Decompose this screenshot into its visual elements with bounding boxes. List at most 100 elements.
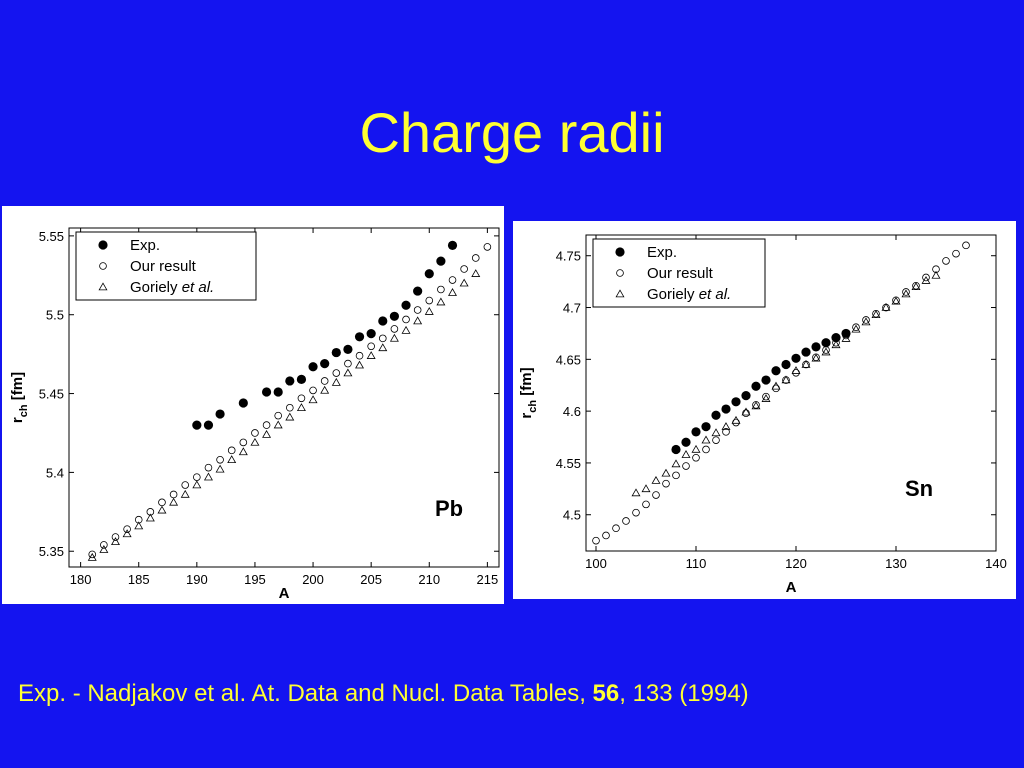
pb-point-open-circle xyxy=(100,541,108,549)
pb-point-open-circle xyxy=(437,285,445,294)
pb-x-tick-label: 210 xyxy=(418,572,440,587)
sn-chart: 100 110 120 130 140 4.5 4.55 4.6 4.65 4.7 4.75 Arch… xyxy=(518,234,1007,596)
sn-point-open-circle xyxy=(902,288,910,296)
pb-point-open-circle xyxy=(355,351,364,360)
pb-x-tick-label: 215 xyxy=(477,572,499,587)
pb-point-open-triangle xyxy=(169,497,179,506)
sn-legend-label: Goriely et al. xyxy=(647,286,731,303)
pb-point-open-circle xyxy=(378,334,387,343)
sn-point-open-triangle xyxy=(741,407,751,416)
pb-point-open-circle xyxy=(274,411,282,420)
pb-point-open-circle xyxy=(88,550,97,559)
sn-point-open-circle xyxy=(942,257,950,265)
sn-point-open-circle xyxy=(592,536,600,545)
pb-chart: 180 185 190 195 200 205 210 215 5.35 5.4 5.45 5.5 5.… xyxy=(9,227,500,602)
pb-point-open-triangle xyxy=(320,385,330,394)
pb-point-open-triangle xyxy=(157,505,167,514)
sn-point-filled-circle xyxy=(801,347,811,357)
pb-point-open-circle xyxy=(309,386,317,395)
pb-point-open-circle xyxy=(425,296,434,305)
pb-point-filled-circle xyxy=(401,300,411,310)
sn-x-tick-label: 110 xyxy=(686,556,707,571)
pb-point-filled-circle xyxy=(354,332,365,342)
sn-point-open-circle xyxy=(822,346,830,354)
sn-point-open-circle xyxy=(862,316,870,324)
sn-point-open-triangle xyxy=(891,296,901,305)
pb-point-open-triangle xyxy=(296,403,306,411)
pb-point-filled-circle xyxy=(296,374,307,384)
pb-point-open-circle xyxy=(193,473,201,481)
pb-y-tick-label: 5.55 xyxy=(39,229,64,244)
pb-point-open-circle xyxy=(158,498,166,507)
sn-point-open-triangle xyxy=(911,282,921,291)
sn-point-open-triangle xyxy=(711,428,721,437)
pb-x-tick-label: 185 xyxy=(128,572,150,587)
sn-y-tick-label: 4.7 xyxy=(563,301,581,316)
sn-point-filled-circle xyxy=(721,404,731,414)
sn-point-open-triangle xyxy=(811,353,821,362)
sn-point-open-triangle xyxy=(921,275,931,284)
pb-point-filled-circle xyxy=(413,286,423,296)
reference-text: Exp. - Nadjakov et al. At. Data and Nucl… xyxy=(18,680,593,707)
pb-point-filled-circle xyxy=(424,269,434,279)
sn-point-open-triangle xyxy=(931,270,941,279)
pb-x-tick-label: 200 xyxy=(302,572,324,587)
sn-point-open-circle xyxy=(712,436,720,444)
pb-legend-marker xyxy=(98,282,108,291)
pb-point-open-triangle xyxy=(192,480,202,489)
reference-volume: 56 xyxy=(592,680,620,707)
pb-x-tick-label: 180 xyxy=(70,572,92,587)
pb-point-open-circle xyxy=(123,525,131,533)
pb-point-filled-circle xyxy=(436,256,446,266)
pb-point-open-triangle xyxy=(238,447,248,456)
pb-point-open-triangle xyxy=(366,351,376,359)
pb-point-open-triangle xyxy=(122,529,132,538)
sn-point-filled-circle xyxy=(761,375,771,385)
pb-point-filled-circle xyxy=(261,387,272,397)
pb-series-open-triangle xyxy=(87,269,481,561)
sn-point-open-circle xyxy=(632,508,640,517)
pb-point-open-circle xyxy=(402,315,410,324)
sn-y-tick-label: 4.6 xyxy=(563,404,581,419)
reference-pages-year: , 133 (1994) xyxy=(619,680,749,707)
pb-x-tick-label: 190 xyxy=(186,572,208,587)
sn-point-open-triangle xyxy=(761,394,771,402)
sn-point-open-triangle xyxy=(661,468,671,477)
pb-point-open-triangle xyxy=(378,343,388,352)
pb-legend-marker xyxy=(98,240,108,250)
pb-point-open-triangle xyxy=(110,537,120,546)
pb-point-open-triangle xyxy=(343,368,353,377)
sn-y-tick-label: 4.75 xyxy=(556,249,581,264)
slide-title: Charge radii xyxy=(359,101,665,164)
pb-point-open-triangle xyxy=(227,455,237,464)
sn-point-open-circle xyxy=(692,453,700,462)
pb-series-filled-circle xyxy=(192,240,458,430)
pb-x-tick-label: 205 xyxy=(360,572,382,587)
pb-point-open-circle xyxy=(390,325,399,333)
pb-point-open-triangle xyxy=(448,288,458,296)
pb-point-filled-circle xyxy=(308,362,318,372)
pb-point-filled-circle xyxy=(203,420,214,430)
pb-point-open-circle xyxy=(251,429,259,437)
sn-point-open-circle xyxy=(622,517,630,525)
sn-point-filled-circle xyxy=(781,359,791,370)
sn-point-open-triangle xyxy=(771,381,781,390)
sn-point-open-circle xyxy=(642,500,650,509)
sn-point-open-triangle xyxy=(801,359,811,368)
pb-legend-label: Goriely et al. xyxy=(130,279,214,296)
sn-point-open-triangle xyxy=(851,324,861,333)
pb-point-open-triangle xyxy=(215,464,225,473)
pb-point-open-circle xyxy=(111,533,120,541)
sn-point-open-triangle xyxy=(731,415,741,424)
pb-x-axis-label: A xyxy=(279,585,290,602)
pb-point-open-circle xyxy=(286,403,294,412)
sn-point-open-circle xyxy=(762,392,770,401)
sn-y-tick-label: 4.55 xyxy=(556,456,581,471)
sn-point-open-triangle xyxy=(791,366,801,374)
sn-point-open-triangle xyxy=(691,444,701,453)
sn-point-open-circle xyxy=(682,462,690,470)
pb-series-open-circle xyxy=(88,243,492,559)
pb-point-open-triangle xyxy=(389,333,399,342)
pb-point-open-circle xyxy=(471,254,480,262)
sn-point-open-circle xyxy=(602,531,610,540)
